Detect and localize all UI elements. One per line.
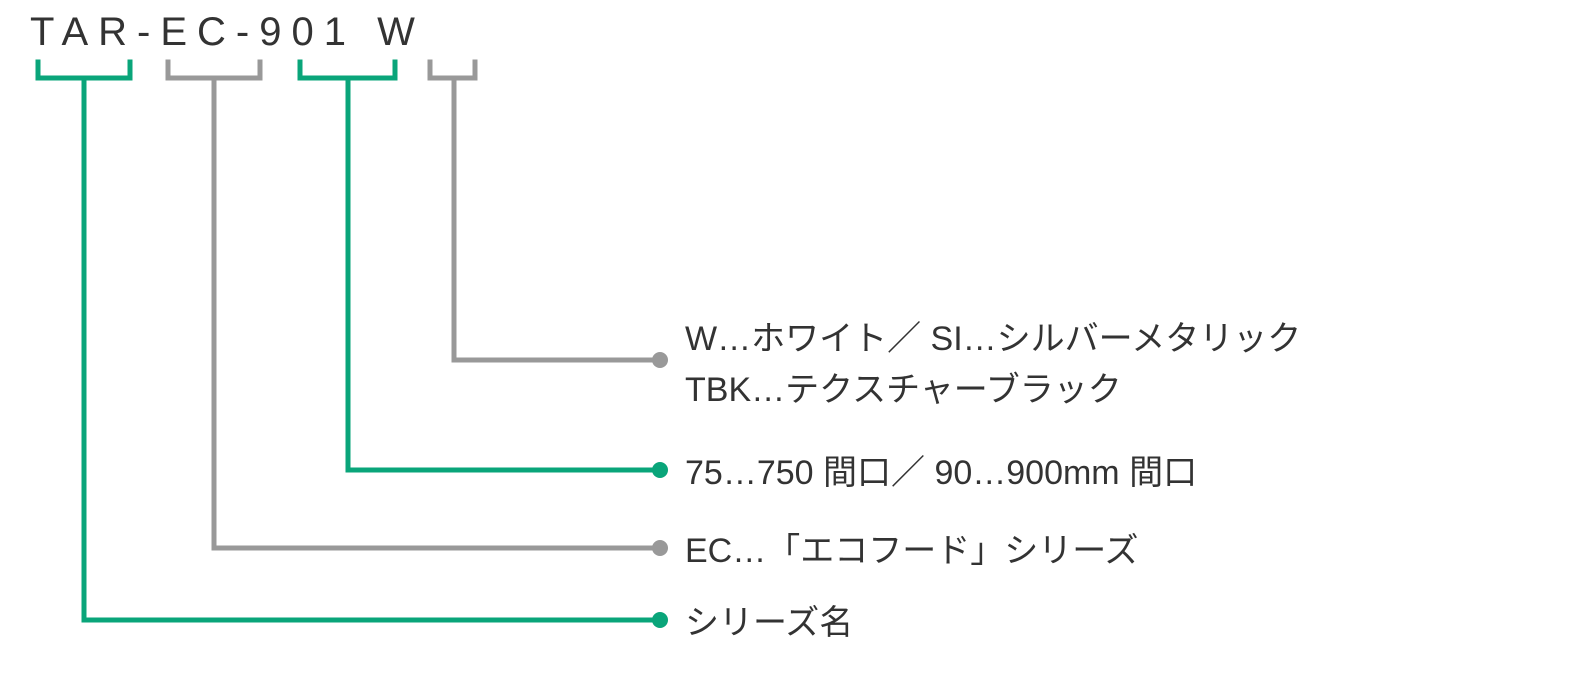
label-color-line1: W…ホワイト／ SI…シルバーメタリック	[685, 314, 1301, 365]
label-series-name: シリーズ名	[685, 598, 853, 649]
bracket-seg2	[168, 62, 668, 556]
seg4-dot	[652, 352, 668, 368]
seg2-drop	[214, 78, 660, 548]
diagram-container: TAR-EC-901 W W…ホワイト／ SI…シルバーメタリック TBK	[0, 0, 1584, 675]
seg3-drop	[348, 78, 660, 470]
seg4-drop	[454, 78, 660, 360]
label-width-code: 75…750 間口／ 90…900mm 間口	[685, 448, 1197, 499]
seg1-drop	[84, 78, 660, 620]
bracket-seg3	[300, 62, 668, 478]
label-color-line2: TBK…テクスチャーブラック	[685, 365, 1301, 416]
seg1-dot	[652, 612, 668, 628]
seg2-dot	[652, 540, 668, 556]
bracket-seg4	[430, 62, 668, 368]
seg3-dot	[652, 462, 668, 478]
label-color-code: W…ホワイト／ SI…シルバーメタリック TBK…テクスチャーブラック	[685, 314, 1301, 416]
label-series-code: EC…「エコフード」シリーズ	[685, 526, 1139, 577]
bracket-seg1	[38, 62, 668, 628]
